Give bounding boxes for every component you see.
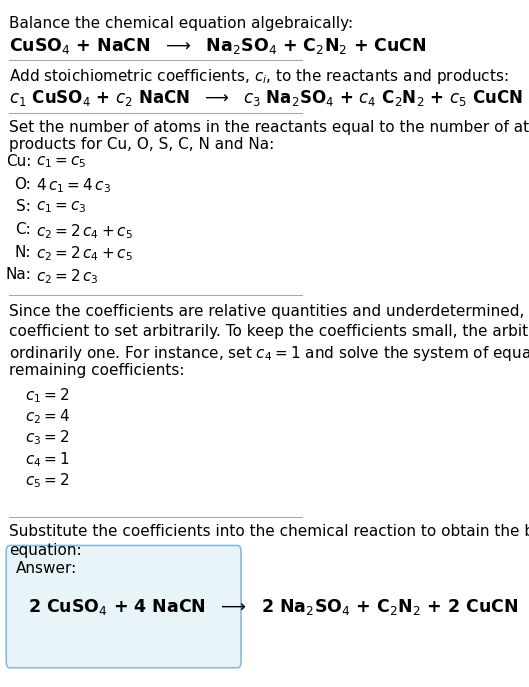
Text: $c_2 = 4$: $c_2 = 4$ xyxy=(25,407,70,426)
Text: Balance the chemical equation algebraically:: Balance the chemical equation algebraica… xyxy=(10,16,353,31)
Text: Cu:: Cu: xyxy=(6,154,31,169)
Text: coefficient to set arbitrarily. To keep the coefficients small, the arbitrary va: coefficient to set arbitrarily. To keep … xyxy=(10,324,529,339)
Text: $c_1 = c_3$: $c_1 = c_3$ xyxy=(36,199,86,215)
Text: $c_1 = c_5$: $c_1 = c_5$ xyxy=(36,154,86,170)
Text: C:: C: xyxy=(15,222,31,237)
Text: Since the coefficients are relative quantities and underdetermined, choose a: Since the coefficients are relative quan… xyxy=(10,304,529,319)
FancyBboxPatch shape xyxy=(6,545,241,668)
Text: $c_1$ CuSO$_4$ + $c_2$ NaCN  $\longrightarrow$  $c_3$ Na$_2$SO$_4$ + $c_4$ C$_2$: $c_1$ CuSO$_4$ + $c_2$ NaCN $\longrighta… xyxy=(10,88,523,108)
Text: Set the number of atoms in the reactants equal to the number of atoms in the: Set the number of atoms in the reactants… xyxy=(10,120,529,135)
Text: CuSO$_4$ + NaCN  $\longrightarrow$  Na$_2$SO$_4$ + C$_2$N$_2$ + CuCN: CuSO$_4$ + NaCN $\longrightarrow$ Na$_2$… xyxy=(10,36,427,56)
Text: Add stoichiometric coefficients, $c_i$, to the reactants and products:: Add stoichiometric coefficients, $c_i$, … xyxy=(10,67,509,87)
Text: $c_2 = 2\,c_3$: $c_2 = 2\,c_3$ xyxy=(36,267,98,286)
Text: remaining coefficients:: remaining coefficients: xyxy=(10,363,185,379)
Text: Answer:: Answer: xyxy=(15,561,77,576)
Text: $c_5 = 2$: $c_5 = 2$ xyxy=(25,471,69,490)
Text: $c_4 = 1$: $c_4 = 1$ xyxy=(25,450,69,469)
Text: ordinarily one. For instance, set $c_4 = 1$ and solve the system of equations fo: ordinarily one. For instance, set $c_4 =… xyxy=(10,344,529,363)
Text: $c_1 = 2$: $c_1 = 2$ xyxy=(25,386,69,405)
Text: S:: S: xyxy=(16,199,31,214)
Text: O:: O: xyxy=(14,177,31,192)
Text: Substitute the coefficients into the chemical reaction to obtain the balanced: Substitute the coefficients into the che… xyxy=(10,524,529,539)
Text: 2 CuSO$_4$ + 4 NaCN  $\longrightarrow$  2 Na$_2$SO$_4$ + C$_2$N$_2$ + 2 CuCN: 2 CuSO$_4$ + 4 NaCN $\longrightarrow$ 2 … xyxy=(28,597,518,617)
Text: Na:: Na: xyxy=(5,267,31,282)
Text: $4\,c_1 = 4\,c_3$: $4\,c_1 = 4\,c_3$ xyxy=(36,177,111,195)
Text: N:: N: xyxy=(15,245,31,260)
Text: equation:: equation: xyxy=(10,543,82,558)
Text: $c_2 = 2\,c_4 + c_5$: $c_2 = 2\,c_4 + c_5$ xyxy=(36,245,133,263)
Text: $c_2 = 2\,c_4 + c_5$: $c_2 = 2\,c_4 + c_5$ xyxy=(36,222,133,240)
Text: $c_3 = 2$: $c_3 = 2$ xyxy=(25,429,69,447)
Text: products for Cu, O, S, C, N and Na:: products for Cu, O, S, C, N and Na: xyxy=(10,137,275,152)
